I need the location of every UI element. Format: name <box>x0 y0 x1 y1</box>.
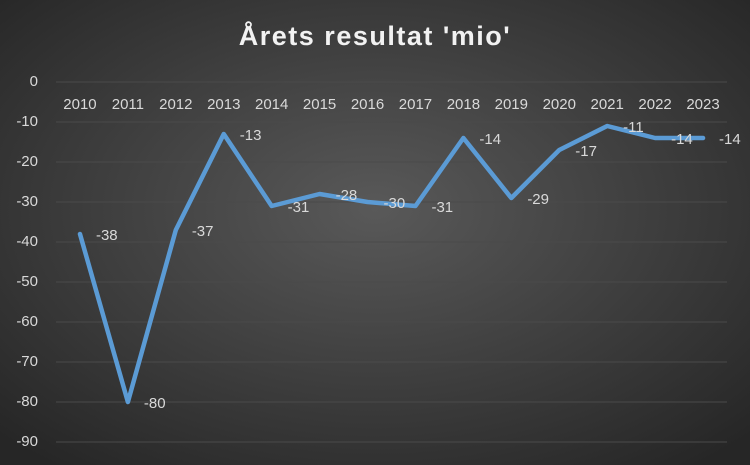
x-tick-label: 2012 <box>159 96 192 113</box>
x-tick-label: 2015 <box>303 96 336 113</box>
x-tick-label: 2018 <box>447 96 480 113</box>
data-label: -38 <box>96 227 118 244</box>
y-tick-label: 0 <box>30 73 38 90</box>
x-tick-label: 2021 <box>590 96 623 113</box>
y-tick-label: -30 <box>16 193 38 210</box>
data-label: -17 <box>575 143 597 160</box>
data-label: -37 <box>192 223 214 240</box>
data-label: -14 <box>719 131 741 148</box>
y-tick-label: -80 <box>16 393 38 410</box>
x-tick-label: 2023 <box>686 96 719 113</box>
y-tick-label: -20 <box>16 153 38 170</box>
x-tick-label: 2010 <box>63 96 96 113</box>
data-label: -31 <box>288 199 310 216</box>
y-tick-label: -10 <box>16 113 38 130</box>
x-tick-label: 2019 <box>495 96 528 113</box>
data-label: -14 <box>671 131 693 148</box>
data-label: -28 <box>336 187 358 204</box>
x-tick-label: 2013 <box>207 96 240 113</box>
data-label: -31 <box>431 199 453 216</box>
x-tick-label: 2017 <box>399 96 432 113</box>
line-series <box>77 123 706 405</box>
y-tick-label: -70 <box>16 353 38 370</box>
x-tick-label: 2020 <box>543 96 576 113</box>
x-tick-label: 2022 <box>638 96 671 113</box>
data-label: -29 <box>527 191 549 208</box>
y-tick-label: -90 <box>16 433 38 450</box>
y-tick-label: -60 <box>16 313 38 330</box>
data-label: -13 <box>240 127 262 144</box>
chart-title: Årets resultat 'mio' <box>239 20 511 51</box>
y-tick-label: -50 <box>16 273 38 290</box>
x-tick-label: 2014 <box>255 96 288 113</box>
x-tick-label: 2016 <box>351 96 384 113</box>
data-label: -30 <box>384 195 406 212</box>
data-label: -14 <box>479 131 501 148</box>
x-tick-label: 2011 <box>112 96 144 113</box>
data-label: -80 <box>144 395 166 412</box>
y-tick-label: -40 <box>16 233 38 250</box>
data-label: -11 <box>623 119 644 136</box>
